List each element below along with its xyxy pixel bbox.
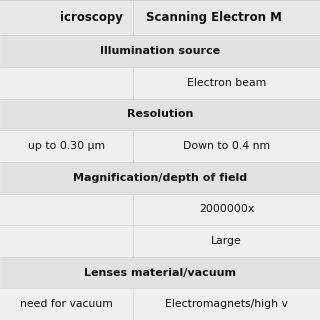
Text: 2000000x: 2000000x [199,204,254,214]
Text: need for vacuum: need for vacuum [20,299,113,309]
Bar [0,0,133,36]
Bar [133,67,320,99]
Text: Electron beam: Electron beam [187,78,266,88]
Text: Illumination source: Illumination source [100,46,220,56]
Bar [133,225,320,257]
Bar [133,288,320,320]
Bar [0,36,320,67]
Bar [0,257,320,288]
Text: Down to 0.4 nm: Down to 0.4 nm [183,141,270,151]
Bar [0,225,133,257]
Bar [133,0,320,36]
Bar [0,288,133,320]
Bar [0,194,133,225]
Text: Large: Large [211,236,242,246]
Bar [0,99,320,130]
Text: Lenses material/vacuum: Lenses material/vacuum [84,268,236,277]
Bar [0,67,133,99]
Bar [0,162,320,194]
Bar [133,194,320,225]
Text: Resolution: Resolution [127,109,193,119]
Text: icroscopy: icroscopy [60,11,123,24]
Text: up to 0.30 μm: up to 0.30 μm [28,141,105,151]
Bar [0,130,133,162]
Bar [133,130,320,162]
Text: Magnification/depth of field: Magnification/depth of field [73,173,247,183]
Text: Scanning Electron M: Scanning Electron M [146,11,282,24]
Text: Electromagnets/high v: Electromagnets/high v [165,299,288,309]
